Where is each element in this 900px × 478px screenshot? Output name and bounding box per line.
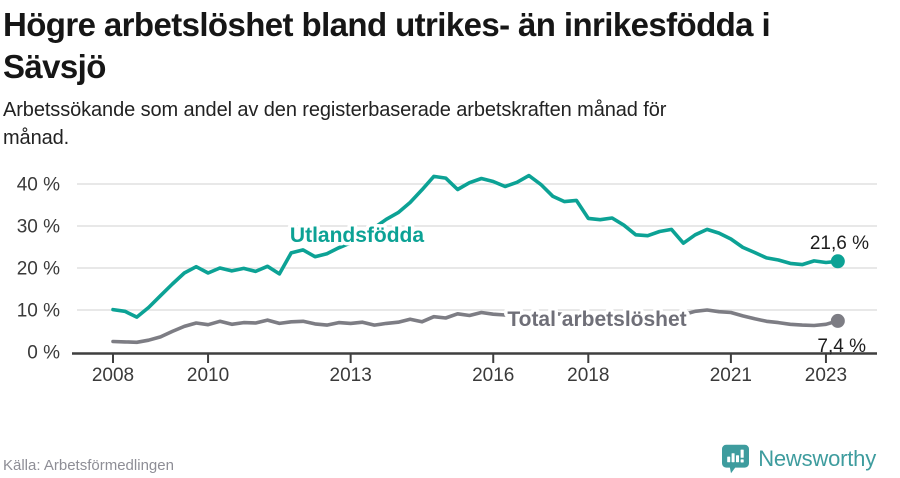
page-title-line-2: Sävsjö bbox=[3, 48, 106, 85]
page-subtitle-line-2: månad. bbox=[3, 127, 70, 149]
brand-logo: Newsworthy bbox=[721, 444, 876, 474]
x-tick-label-2018: 2018 bbox=[567, 365, 609, 386]
x-tick-label-2021: 2021 bbox=[710, 365, 752, 386]
y-tick-label-10: 10 % bbox=[17, 301, 60, 322]
y-tick-label-40: 40 % bbox=[17, 175, 60, 196]
end-value-label-utlandsfodda: 21,6 % bbox=[810, 233, 869, 254]
brand-name: Newsworthy bbox=[758, 446, 876, 471]
y-tick-label-30: 30 % bbox=[17, 217, 60, 238]
y-tick-label-0: 0 % bbox=[27, 343, 60, 364]
y-tick-label-20: 20 % bbox=[17, 259, 60, 280]
x-tick-label-2023: 2023 bbox=[805, 365, 847, 386]
x-tick-label-2016: 2016 bbox=[472, 365, 514, 386]
source-note: Källa: Arbetsförmedlingen bbox=[3, 457, 174, 474]
newsworthy-icon bbox=[722, 444, 750, 474]
page-subtitle: Arbetssökande som andel av den registerb… bbox=[3, 96, 900, 152]
page-title-line-1: Högre arbetslöshet bland utrikes- än inr… bbox=[3, 6, 771, 43]
end-dot-utlandsfodda bbox=[830, 254, 845, 269]
end-dot-total bbox=[830, 313, 845, 328]
end-value-label-total: 7,4 % bbox=[817, 336, 866, 357]
series-label-utlandsfodda: Utlandsfödda bbox=[290, 224, 424, 247]
page-title: Högre arbetslöshet bland utrikes- än inr… bbox=[3, 4, 900, 88]
page-subtitle-line-1: Arbetssökande som andel av den registerb… bbox=[3, 99, 667, 121]
x-tick-label-2013: 2013 bbox=[330, 365, 372, 386]
series-line-total bbox=[111, 308, 840, 345]
x-tick-label-2010: 2010 bbox=[187, 365, 229, 386]
x-tick-label-2008: 2008 bbox=[92, 365, 134, 386]
series-label-total: Total arbetslöshet bbox=[507, 308, 686, 331]
unemployment-line-chart: 2008 2010 2013 2016 2018 2021 2023 0 % 10 % 20 % 3… bbox=[17, 173, 877, 386]
series-line-utlandsfodda bbox=[111, 173, 840, 319]
